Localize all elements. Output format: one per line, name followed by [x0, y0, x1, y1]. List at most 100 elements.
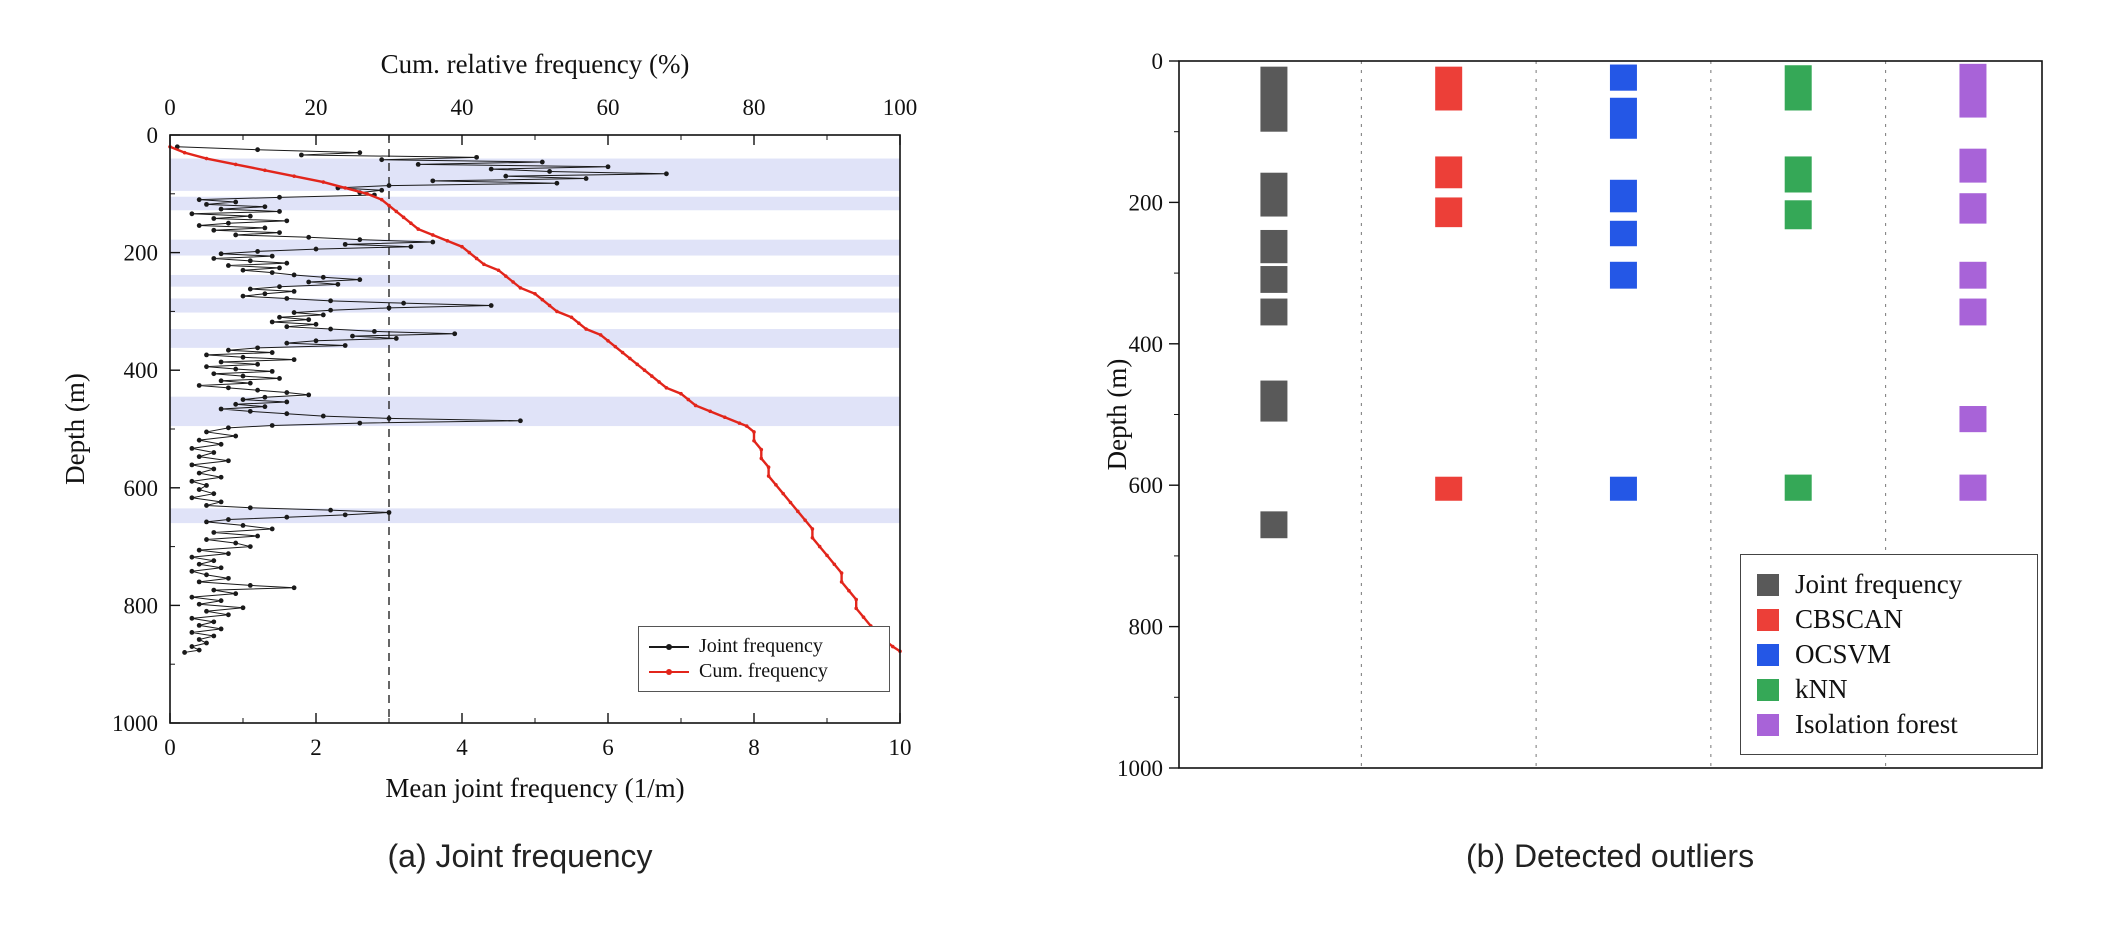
joint-frequency-point: [226, 517, 231, 522]
joint-frequency-point: [605, 164, 611, 170]
highlight-band: [170, 396, 900, 427]
outlier-marker-ocsvm: [1609, 97, 1637, 139]
joint-frequency-point: [189, 594, 195, 600]
joint-frequency-point: [240, 397, 246, 402]
joint-frequency-point: [386, 183, 392, 188]
joint-frequency-point: [328, 326, 333, 332]
outlier-marker-ocsvm: [1609, 64, 1637, 91]
cum-frequency-point: [547, 303, 552, 308]
joint-frequency-point: [503, 173, 509, 179]
cum-frequency-point: [635, 362, 639, 367]
joint-frequency-point: [262, 291, 268, 297]
joint-frequency-point: [189, 446, 195, 451]
joint-frequency-point: [218, 406, 224, 412]
joint-frequency-point: [204, 537, 209, 542]
joint-frequency-point: [386, 510, 392, 515]
legend-item-isolation-forest: Isolation forest: [1757, 707, 2021, 742]
bottom-axis-tick-label: 10: [889, 735, 912, 760]
depth-axis-tick-label: 1000: [1117, 756, 1163, 781]
joint-frequency-point: [218, 474, 224, 480]
legend-item-ocsvm: OCSVM: [1757, 637, 2021, 672]
cum-frequency-point: [511, 280, 515, 284]
bottom-axis-tick-label: 2: [310, 735, 322, 760]
joint-frequency-point: [247, 505, 253, 511]
joint-frequency-point: [226, 347, 231, 353]
bottom-axis-tick-label: 4: [456, 735, 468, 760]
joint-frequency-point: [189, 615, 195, 621]
top-axis-tick-label: 40: [451, 95, 474, 120]
joint-frequency-point: [218, 359, 224, 365]
outlier-marker-ocsvm: [1609, 220, 1637, 247]
bottom-axis-tick-label: 8: [748, 735, 760, 760]
joint-frequency-point: [211, 619, 217, 625]
joint-frequency-point: [393, 336, 399, 341]
joint-frequency-point: [247, 544, 253, 549]
joint-frequency-point: [218, 626, 224, 632]
outlier-marker-ocsvm: [1609, 476, 1637, 501]
joint-frequency-point: [233, 540, 239, 546]
joint-frequency-point: [313, 246, 319, 252]
cum-frequency-point: [839, 571, 844, 575]
joint-frequency-point: [204, 519, 209, 525]
joint-frequency-point: [269, 319, 275, 325]
outlier-marker-joint-frequency: [1260, 266, 1288, 293]
joint-frequency-point: [320, 274, 326, 280]
joint-frequency-point: [196, 470, 202, 476]
joint-frequency-point: [233, 591, 239, 597]
joint-frequency-line-marker: [649, 642, 689, 652]
y-axis-title: Depth (m): [1102, 359, 1132, 471]
cum-frequency-point: [321, 180, 326, 184]
cum-frequency-point: [606, 339, 610, 343]
joint-frequency-point: [233, 232, 239, 238]
legend-label-knn: kNN: [1795, 674, 1848, 704]
cum-frequency-point: [664, 386, 669, 390]
joint-frequency-point: [233, 199, 239, 205]
joint-frequency-point: [189, 554, 195, 560]
joint-frequency-point: [196, 622, 202, 628]
highlight-band: [170, 508, 900, 524]
joint-frequency-point: [189, 644, 195, 649]
joint-frequency-point: [189, 478, 195, 484]
joint-frequency-point: [306, 234, 312, 240]
bottom-axis-tick-label: 6: [602, 735, 614, 760]
outlier-marker-joint-frequency: [1260, 380, 1288, 422]
joint-frequency-point: [291, 310, 297, 315]
depth-axis-tick-label: 200: [1129, 190, 1164, 215]
cum-frequency-series-line: [169, 145, 901, 653]
outlier-marker-isolation-forest: [1959, 261, 1987, 289]
joint-frequency-point: [247, 583, 253, 588]
cum-frequency-point: [796, 509, 800, 514]
cum-frequency-point: [263, 168, 267, 173]
joint-frequency-point: [291, 289, 297, 294]
joint-frequency-point: [196, 601, 202, 607]
joint-frequency-point: [240, 605, 246, 611]
cum-frequency-point: [803, 518, 807, 522]
joint-frequency-point: [204, 364, 209, 370]
cum-frequency-point: [854, 606, 858, 611]
joint-frequency-point: [269, 270, 275, 275]
joint-frequency-point: [255, 147, 260, 153]
bottom-axis-title: Mean joint frequency (1/m): [385, 773, 684, 803]
cum-frequency-point: [379, 197, 384, 202]
joint-frequency-point: [269, 526, 275, 532]
joint-frequency-point: [204, 483, 209, 488]
depth-axis-tick-label: 200: [124, 241, 159, 266]
cum-frequency-point: [766, 465, 771, 470]
joint-frequency-point: [204, 572, 209, 578]
joint-frequency-point: [386, 416, 392, 421]
panel-b-detected-outliers: 0 200 400 600 800 1000 Depth (m) Joint frequen…: [1100, 20, 2120, 925]
joint-frequency-point: [189, 211, 195, 217]
joint-frequency-point: [357, 237, 363, 243]
top-axis-tick-label: 60: [597, 95, 620, 120]
joint-frequency-point: [211, 256, 217, 261]
caption-b: (b) Detected outliers: [1465, 838, 1755, 874]
joint-frequency-point: [240, 523, 246, 528]
joint-frequency-point: [189, 495, 195, 501]
joint-frequency-point: [328, 507, 333, 513]
cum-frequency-point: [540, 297, 545, 302]
joint-frequency-point: [218, 499, 224, 505]
joint-frequency-point: [204, 429, 209, 435]
cum-frequency-point: [401, 215, 406, 220]
joint-frequency-point: [277, 209, 282, 214]
outlier-marker-ocsvm: [1609, 261, 1637, 289]
